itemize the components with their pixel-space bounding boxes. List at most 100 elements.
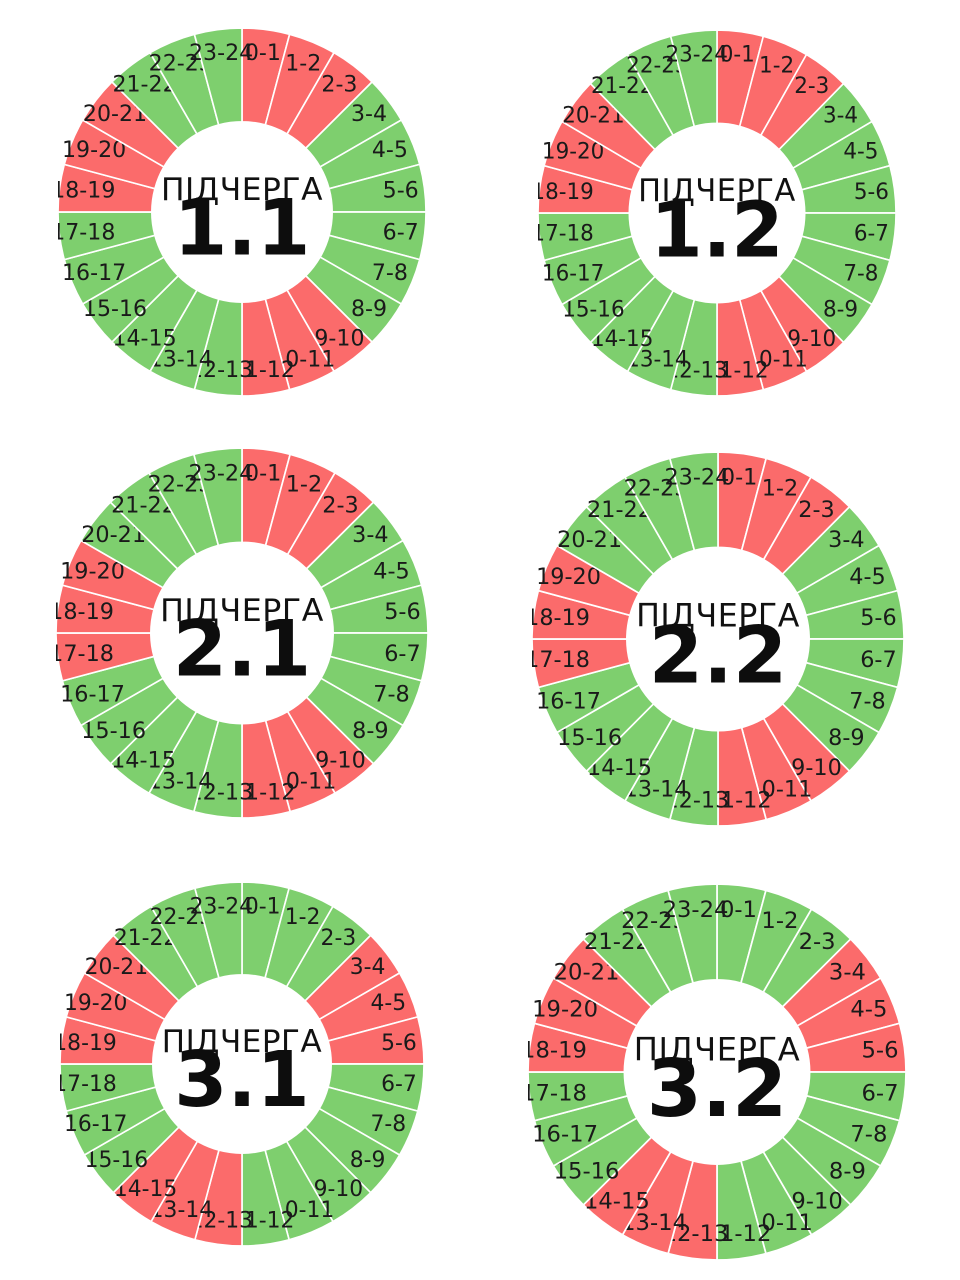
hour-label: 3-4 xyxy=(828,527,864,553)
hour-label: 16-17 xyxy=(536,688,601,714)
hour-label: 16-17 xyxy=(532,1122,598,1148)
hour-label: 17-18 xyxy=(58,220,115,245)
hour-label: 23-24 xyxy=(665,43,727,68)
hour-segment-23-24-on xyxy=(193,28,243,126)
hour-label: 4-5 xyxy=(372,138,408,163)
hour-segment-23-24-on xyxy=(667,884,718,985)
queue-number: 3.2 xyxy=(647,1043,788,1135)
hour-label: 17-18 xyxy=(528,1080,587,1106)
schedule-dial-queue-2-2: 0-1 1-2 2-3 3-4 4-5 5-6 6-7 7-8 8-9 9-10 10-11 11-1… xyxy=(532,452,904,826)
hour-label: 2-3 xyxy=(321,73,357,98)
hour-label: 4-5 xyxy=(370,991,406,1016)
hour-label: 18-19 xyxy=(56,599,114,625)
hour-label: 7-8 xyxy=(843,261,878,286)
hour-label: 23-24 xyxy=(188,460,253,486)
hour-label: 23-24 xyxy=(664,465,729,491)
hour-label: 18-19 xyxy=(532,605,590,631)
queue-number: 1.1 xyxy=(174,184,311,274)
hour-label: 1-2 xyxy=(285,905,321,930)
hour-label: 7-8 xyxy=(370,1112,406,1137)
hour-label: 16-17 xyxy=(62,261,126,286)
hour-label: 2-3 xyxy=(794,74,829,99)
hour-label: 15-16 xyxy=(562,297,624,322)
queue-number: 3.1 xyxy=(174,1036,309,1125)
hour-label: 0-1 xyxy=(245,460,281,486)
hour-label: 15-16 xyxy=(81,718,146,744)
queue-caption: ПІДЧЕРГА xyxy=(160,593,324,629)
schedule-dial-queue-3-1: 0-1 1-2 2-3 3-4 4-5 5-6 6-7 7-8 8-9 9-10 10-11 11-1… xyxy=(60,882,424,1246)
hour-segment-23-24-on xyxy=(668,452,719,552)
queue-caption: ПІДЧЕРГА xyxy=(161,172,323,208)
hour-label: 3-4 xyxy=(823,103,858,128)
hour-label: 1-2 xyxy=(761,908,798,934)
hour-label: 15-16 xyxy=(557,725,622,751)
hour-label: 18-19 xyxy=(538,180,594,205)
hour-label: 9-10 xyxy=(787,327,836,352)
hour-label: 19-20 xyxy=(536,564,601,590)
ring-chart: 0-1 1-22-33-44-55-66-77-88-99-1010-1111-1… xyxy=(58,28,426,396)
hour-label: 5-6 xyxy=(384,599,420,625)
queue-caption: ПІДЧЕРГА xyxy=(634,1030,800,1068)
hour-label: 4-5 xyxy=(843,139,878,164)
hour-label: 8-9 xyxy=(823,297,858,322)
hour-label: 23-24 xyxy=(190,895,253,920)
ring-chart: 0-1 1-22-33-44-55-66-77-88-99-1010-1111-1… xyxy=(532,452,904,826)
hour-label: 1-2 xyxy=(762,476,798,502)
hour-label: 23-24 xyxy=(663,897,729,923)
hour-label: 2-3 xyxy=(322,492,358,518)
hour-label: 23-24 xyxy=(189,41,253,66)
hour-label: 9-10 xyxy=(791,1189,842,1215)
hour-label: 7-8 xyxy=(850,1122,887,1148)
hour-label: 19-20 xyxy=(62,138,126,163)
hour-label: 3-4 xyxy=(350,955,386,980)
hour-label: 16-17 xyxy=(64,1112,127,1137)
queue-number: 1.2 xyxy=(650,184,783,274)
hour-label: 19-20 xyxy=(542,139,604,164)
hour-label: 0-1 xyxy=(720,897,757,923)
hour-segment-23-24-on xyxy=(192,448,243,547)
hour-label: 0-1 xyxy=(721,465,757,491)
hour-label: 7-8 xyxy=(372,261,408,286)
hour-label: 17-18 xyxy=(538,221,594,246)
hour-label: 19-20 xyxy=(64,991,127,1016)
ring-chart: 0-1 1-22-33-44-55-66-77-88-99-1010-1111-1… xyxy=(538,30,896,396)
schedule-dial-queue-2-1: 0-1 1-2 2-3 3-4 4-5 5-6 6-7 7-8 8-9 9-10 10-11 11-1… xyxy=(56,448,428,818)
hour-label: 1-2 xyxy=(285,52,321,77)
hour-label: 9-10 xyxy=(315,748,366,774)
ring-chart: 0-1 1-22-33-44-55-66-77-88-99-1010-1111-1… xyxy=(528,884,906,1260)
hour-label: 15-16 xyxy=(83,297,147,322)
hour-label: 19-20 xyxy=(532,996,598,1022)
hour-label: 9-10 xyxy=(791,755,842,781)
queue-caption: ПІДЧЕРГА xyxy=(636,599,800,635)
schedule-dial-queue-1-1: 0-1 1-2 2-3 3-4 4-5 5-6 6-7 7-8 8-9 9-10 10-11 11-1… xyxy=(58,28,426,396)
hour-label: 17-18 xyxy=(60,1072,117,1097)
hour-label: 4-5 xyxy=(373,558,409,584)
hour-label: 19-20 xyxy=(60,558,125,584)
hour-label: 6-7 xyxy=(384,641,420,667)
hour-label: 4-5 xyxy=(849,564,885,590)
hour-label: 8-9 xyxy=(828,725,864,751)
hour-label: 8-9 xyxy=(352,718,388,744)
hour-label: 16-17 xyxy=(542,261,604,286)
hour-label: 8-9 xyxy=(829,1159,866,1185)
hour-label: 15-16 xyxy=(554,1159,620,1185)
hour-label: 6-7 xyxy=(862,1080,899,1106)
hour-label: 5-6 xyxy=(854,180,889,205)
hour-label: 7-8 xyxy=(849,688,885,714)
hour-label: 6-7 xyxy=(383,220,419,245)
hour-label: 18-19 xyxy=(528,1038,587,1064)
hour-segment-23-24-on xyxy=(193,882,243,979)
hour-label: 8-9 xyxy=(350,1148,386,1173)
queue-caption: ПІДЧЕРГА xyxy=(162,1024,322,1060)
hour-label: 3-4 xyxy=(829,959,866,985)
hour-label: 18-19 xyxy=(60,1031,117,1056)
hour-label: 9-10 xyxy=(314,327,364,352)
hour-label: 9-10 xyxy=(314,1177,364,1202)
hour-label: 2-3 xyxy=(321,926,357,951)
hour-label: 6-7 xyxy=(854,221,889,246)
hour-label: 4-5 xyxy=(850,996,887,1022)
hour-label: 7-8 xyxy=(373,682,409,708)
queue-number: 2.2 xyxy=(649,610,787,701)
hour-label: 6-7 xyxy=(860,647,896,673)
